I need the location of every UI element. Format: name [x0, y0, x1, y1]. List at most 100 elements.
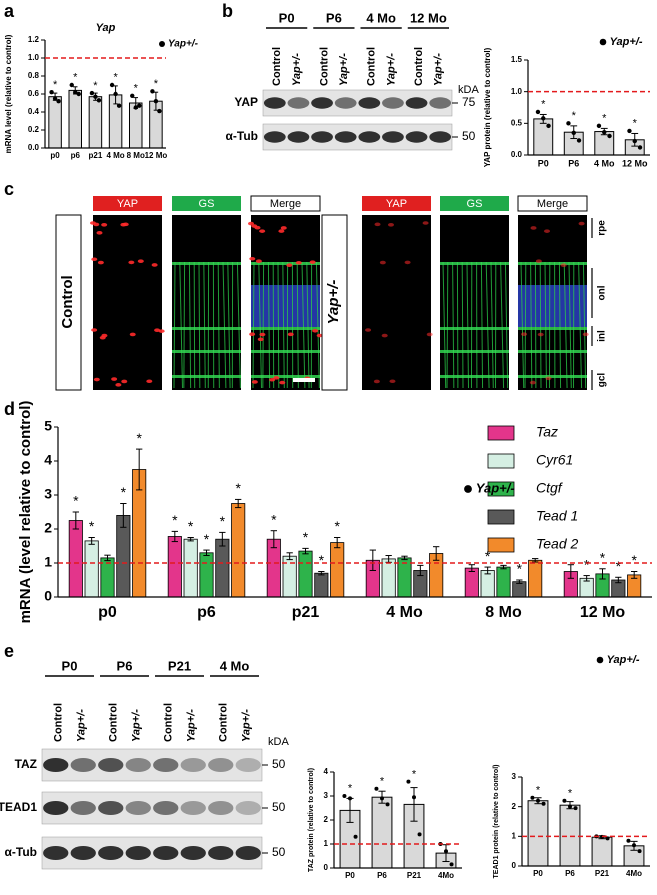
y-tick-label: 3	[44, 486, 52, 502]
legend-label: Yap+/-	[607, 654, 640, 666]
x-tick-label: p21	[292, 604, 320, 621]
glia-fiber	[500, 261, 505, 389]
data-point	[69, 82, 74, 88]
significance: *	[220, 513, 226, 529]
yap-signal	[379, 260, 386, 265]
bar	[528, 559, 543, 598]
y-tick-label: 2	[324, 815, 329, 824]
glia-band	[440, 350, 509, 353]
glia-fiber	[203, 261, 206, 389]
legend-label: Ctgf	[536, 480, 564, 496]
yap-signal	[287, 332, 294, 337]
yap-signal	[128, 260, 135, 265]
blot-band	[208, 845, 234, 861]
condition-label: Yap+/-	[433, 53, 445, 86]
significance: *	[633, 118, 638, 130]
blot-band	[358, 97, 381, 109]
yap-signal	[146, 379, 153, 384]
blot-band	[263, 97, 286, 109]
blot-band	[235, 757, 261, 773]
condition-label: Control	[271, 47, 283, 86]
blot-band	[180, 800, 206, 816]
condition-label: Yap+/-	[338, 53, 350, 86]
y-axis-label: mRNA level (relative to control)	[4, 34, 13, 153]
yap-signal	[248, 221, 254, 226]
data-point	[380, 796, 384, 801]
blot-band	[70, 757, 96, 773]
scale-bar	[293, 378, 315, 382]
glia-fiber	[485, 261, 490, 389]
y-tick-label: 1	[512, 831, 517, 840]
yap-signal	[381, 333, 388, 338]
significance: *	[154, 78, 159, 90]
condition-label: Control	[52, 703, 64, 742]
yap-signal	[259, 332, 266, 337]
blot-band	[311, 131, 333, 143]
bar	[397, 557, 412, 598]
group-box	[321, 214, 348, 391]
condition-label: Control	[366, 47, 378, 86]
legend-marker	[596, 656, 604, 664]
blot-band	[287, 97, 310, 109]
layer-label: inl	[597, 330, 608, 342]
yap-signal	[91, 328, 98, 332]
blot-band	[382, 131, 404, 143]
yap-signal	[96, 231, 103, 235]
nuclei	[518, 285, 587, 327]
significance: *	[584, 556, 590, 572]
glia-fiber	[173, 261, 176, 389]
row-label: TEAD1	[0, 800, 37, 814]
data-point	[52, 96, 58, 101]
data-point	[130, 93, 135, 99]
bar	[298, 550, 313, 598]
glia-fiber	[183, 261, 186, 389]
y-tick-label: 4	[324, 767, 329, 776]
channel-header	[250, 195, 321, 212]
yap-signal	[273, 376, 280, 380]
glia-band	[251, 375, 320, 378]
channel-header	[517, 195, 588, 212]
blot-band	[43, 845, 69, 861]
blot-band	[98, 800, 124, 816]
lane-label: 4 Mo	[220, 658, 250, 673]
legend-label: Tead 1	[536, 508, 578, 524]
yap-signal	[129, 332, 136, 337]
y-tick-label: 4	[44, 452, 52, 468]
legend-marker	[464, 485, 472, 493]
significance: *	[121, 484, 127, 500]
yap-signal	[259, 229, 266, 233]
data-point	[536, 798, 540, 803]
data-point	[412, 795, 416, 800]
glia-band	[440, 375, 509, 378]
layer-label: rpe	[597, 220, 608, 236]
x-tick-label: 12 Mo	[580, 604, 626, 621]
data-point	[73, 90, 78, 95]
x-tick-label: 4Mo	[626, 869, 642, 878]
bar	[167, 536, 182, 598]
legend-swatch	[487, 453, 515, 469]
yap-signal	[93, 377, 100, 382]
yap-signal	[373, 379, 380, 384]
channel-header	[172, 196, 241, 211]
legend-swatch	[487, 481, 515, 497]
bar	[591, 836, 613, 867]
yap-signal	[286, 263, 293, 268]
yap-signal	[111, 377, 118, 381]
data-point	[637, 849, 642, 854]
y-tick-label: 1.0	[28, 53, 40, 62]
yap-signal	[426, 332, 433, 337]
yap-signal	[154, 328, 161, 332]
data-point	[353, 834, 358, 839]
significance: *	[188, 518, 194, 534]
y-tick-label: 3	[324, 791, 329, 800]
bar	[68, 89, 83, 149]
blot-band	[125, 757, 151, 773]
channel-label: YAP	[117, 198, 138, 210]
yap-signal	[312, 328, 319, 333]
legend-label: Yap+/-	[476, 480, 515, 495]
legend-label: Cyr61	[536, 452, 573, 468]
data-point	[607, 133, 612, 139]
legend-swatch	[487, 509, 515, 525]
glia-fiber	[466, 261, 470, 389]
x-tick-label: 8 Mo	[127, 151, 145, 160]
